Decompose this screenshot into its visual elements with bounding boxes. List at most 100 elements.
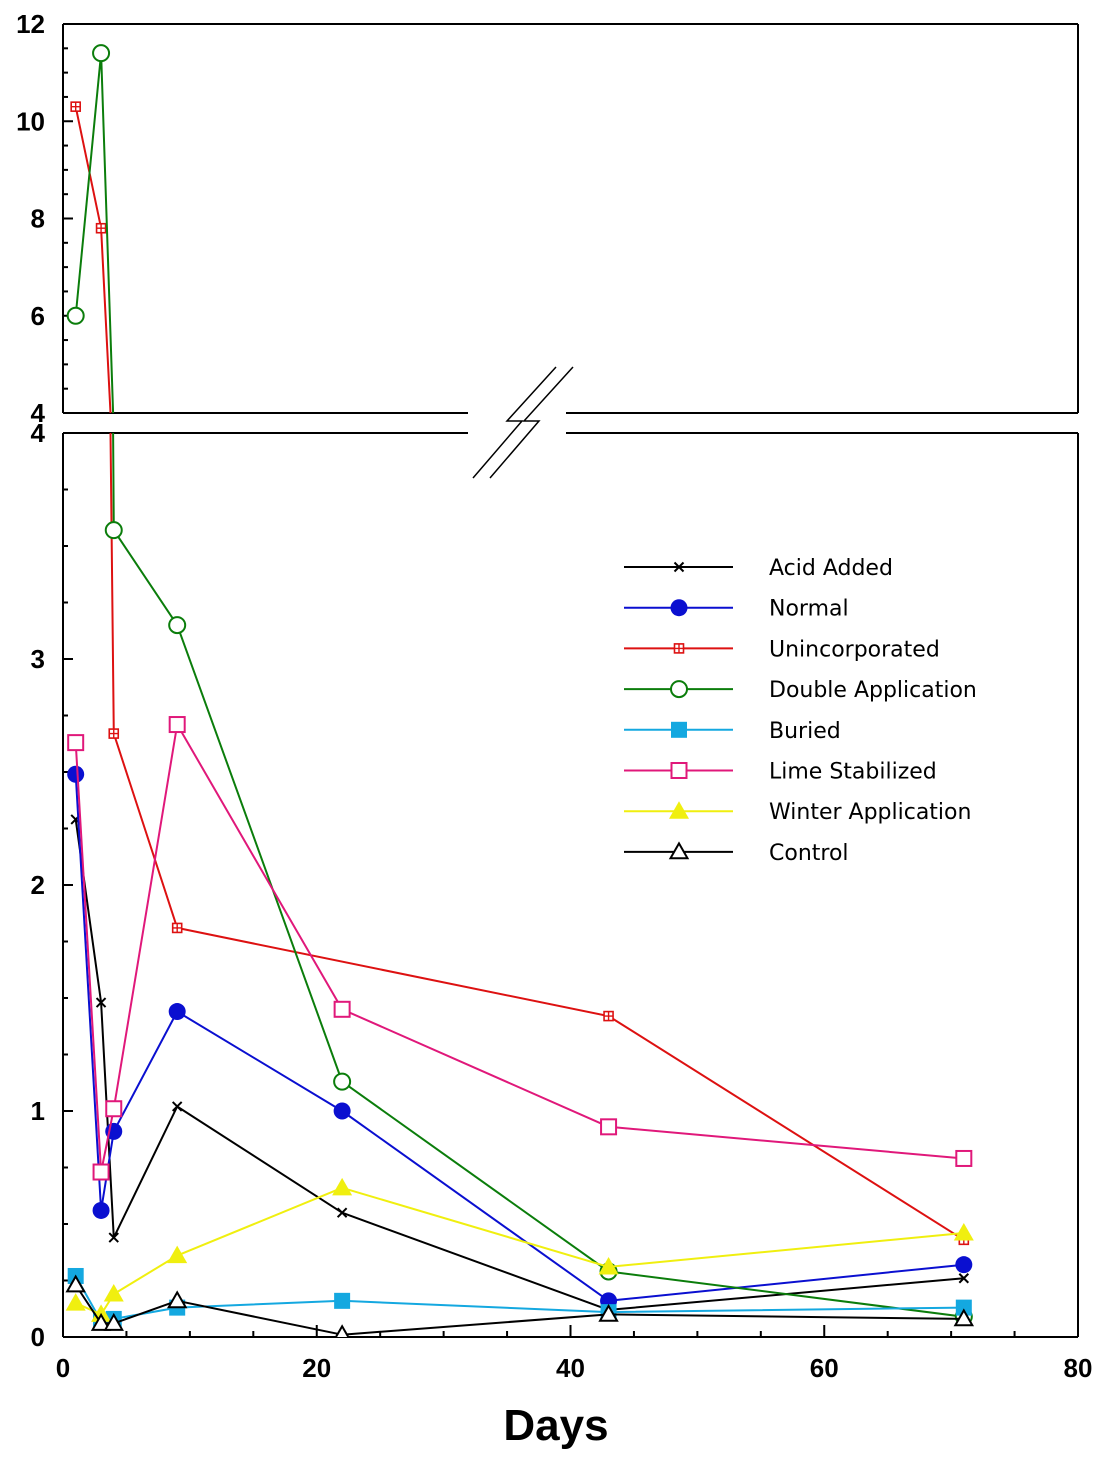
data-point bbox=[338, 576, 347, 585]
data-point bbox=[333, 1072, 352, 1091]
y-tick-label-upper: 8 bbox=[31, 204, 45, 234]
y-tick-label-lower: 1 bbox=[31, 1096, 45, 1126]
data-point bbox=[91, 593, 111, 611]
legend-item: Winter Application bbox=[624, 800, 971, 825]
data-point bbox=[67, 478, 84, 495]
data-point bbox=[955, 1149, 973, 1167]
data-point bbox=[68, 586, 84, 602]
data-point bbox=[670, 680, 688, 699]
data-point bbox=[954, 575, 974, 593]
data-point-cross bbox=[173, 515, 182, 524]
data-point bbox=[105, 596, 122, 611]
legend-item: Normal bbox=[624, 597, 849, 622]
data-point bbox=[94, 565, 109, 580]
data-point bbox=[670, 599, 688, 617]
y-tick-label-lower: 3 bbox=[31, 644, 45, 674]
legend-label: Control bbox=[769, 841, 849, 866]
data-point bbox=[66, 590, 86, 608]
data-point bbox=[108, 1232, 119, 1243]
y-tick-label-upper: 10 bbox=[16, 106, 45, 136]
legend-item: Unincorporated bbox=[624, 637, 940, 662]
data-point bbox=[65, 1293, 86, 1311]
series-acid-added bbox=[70, 814, 970, 1316]
data-point bbox=[106, 596, 122, 612]
series-lime-stabilized bbox=[67, 716, 973, 1181]
data-point bbox=[959, 590, 968, 599]
legend-item: Buried bbox=[624, 719, 841, 744]
data-point bbox=[332, 565, 352, 583]
data-point bbox=[959, 582, 968, 591]
lower-panel-series bbox=[65, 433, 975, 1337]
data-point bbox=[601, 555, 616, 570]
data-point bbox=[600, 1118, 618, 1136]
series-normal bbox=[67, 478, 972, 608]
x-tick-label: 60 bbox=[810, 1353, 839, 1383]
data-point bbox=[955, 583, 972, 600]
data-point bbox=[604, 534, 613, 543]
data-point bbox=[104, 588, 124, 606]
series-unincorporated bbox=[108, 433, 970, 1246]
legend-item: Lime Stabilized bbox=[624, 760, 937, 785]
data-point-cross bbox=[71, 102, 81, 112]
data-point bbox=[167, 580, 187, 598]
series-control bbox=[65, 1274, 975, 1337]
legend-label: Unincorporated bbox=[769, 637, 940, 662]
data-point bbox=[104, 521, 123, 540]
data-point bbox=[335, 529, 350, 544]
data-point bbox=[956, 593, 972, 609]
data-point bbox=[105, 555, 122, 572]
legend-label: Normal bbox=[769, 597, 849, 622]
data-point bbox=[334, 592, 350, 608]
data-point bbox=[66, 306, 85, 325]
data-point bbox=[955, 595, 972, 610]
data-point bbox=[600, 594, 617, 609]
break-zigzag-2 bbox=[489, 366, 574, 479]
data-point bbox=[103, 1312, 124, 1331]
data-point bbox=[956, 595, 972, 611]
legend-item: Acid Added bbox=[624, 556, 893, 581]
data-point bbox=[92, 44, 111, 63]
axis-break-mark bbox=[472, 366, 574, 479]
data-point bbox=[670, 762, 688, 779]
data-point bbox=[67, 765, 85, 783]
upper-panel-series bbox=[66, 44, 974, 614]
data-point bbox=[97, 531, 106, 540]
data-point bbox=[93, 596, 110, 611]
series-double-application bbox=[66, 44, 972, 611]
y-tick-label-upper: 12 bbox=[16, 9, 45, 39]
data-point bbox=[955, 1256, 973, 1274]
data-point bbox=[68, 472, 83, 487]
chart-axes bbox=[62, 23, 1079, 1338]
data-point-cross bbox=[959, 582, 968, 591]
data-point bbox=[168, 1003, 186, 1021]
data-point bbox=[93, 596, 109, 612]
data-point bbox=[334, 1324, 350, 1337]
series-acid-added bbox=[71, 492, 968, 607]
data-point bbox=[334, 550, 351, 567]
data-point bbox=[673, 561, 685, 573]
data-point bbox=[601, 594, 617, 610]
data-point bbox=[169, 529, 186, 546]
data-point bbox=[67, 588, 84, 603]
data-point bbox=[95, 997, 107, 1008]
data-point bbox=[93, 572, 110, 589]
data-point bbox=[105, 1100, 123, 1118]
break-zigzag-1 bbox=[472, 366, 557, 479]
data-point bbox=[106, 551, 121, 566]
data-point bbox=[92, 1163, 110, 1181]
data-point bbox=[169, 591, 186, 606]
legend-item: Double Application bbox=[624, 678, 977, 703]
series-line bbox=[74, 106, 112, 413]
series-line bbox=[74, 52, 115, 413]
y-tick-label-lower: 4 bbox=[31, 418, 46, 448]
data-point bbox=[170, 468, 185, 483]
data-point bbox=[599, 582, 619, 600]
data-point bbox=[171, 1101, 183, 1112]
data-point bbox=[669, 801, 689, 819]
data-point bbox=[334, 599, 351, 614]
data-point bbox=[953, 1308, 975, 1327]
data-point bbox=[333, 1102, 351, 1120]
legend-label: Winter Application bbox=[769, 800, 971, 825]
series-line bbox=[74, 723, 964, 1173]
